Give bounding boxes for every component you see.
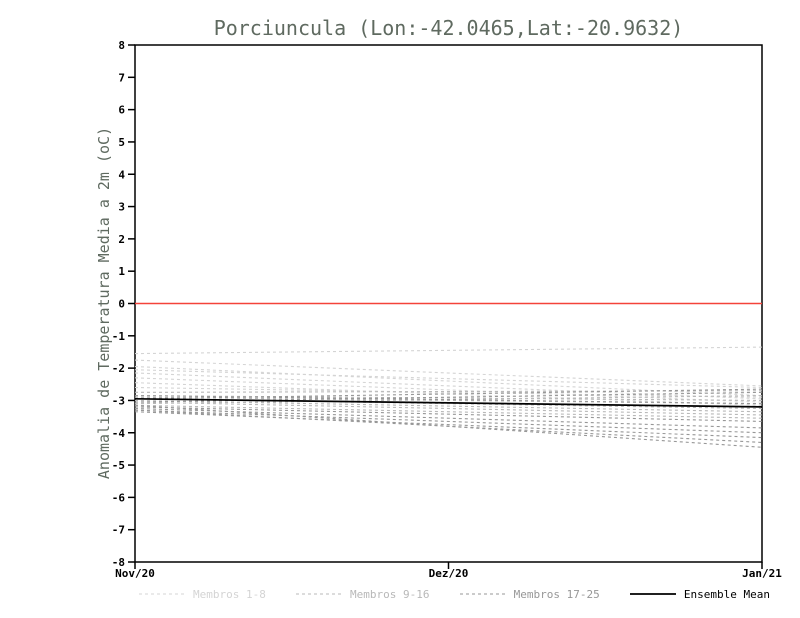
y-tick-label: 3 [118, 201, 125, 214]
legend-item: Membros 9-16 [295, 587, 430, 601]
ensemble-member-line [134, 411, 763, 439]
y-tick-label: -6 [112, 491, 126, 504]
legend-label: Ensemble Mean [683, 587, 770, 601]
y-tick-label: 4 [118, 168, 125, 181]
y-tick-label: 8 [118, 39, 125, 52]
legend-label: Membros 9-16 [350, 587, 430, 601]
ensemble-member-line [134, 386, 763, 398]
legend-label: Membros 17-25 [513, 587, 600, 601]
legend-line-sample [296, 593, 343, 595]
legend-item: Ensemble Mean [629, 588, 770, 601]
ensemble-member-line [134, 346, 763, 355]
ensemble-member-line [134, 404, 763, 448]
ensemble-member-line [134, 377, 763, 403]
y-tick-label: -1 [112, 330, 126, 343]
x-tick-label: Nov/20 [115, 567, 155, 580]
legend-item: Membros 17-25 [459, 588, 600, 601]
y-tick-label: 5 [118, 136, 125, 149]
y-tick-label: 1 [118, 265, 125, 278]
y-tick-label: -4 [112, 427, 126, 440]
chart-title: Porciuncula (Lon:-42.0465,Lat:-20.9632) [213, 16, 684, 40]
y-tick-label: 6 [118, 104, 125, 117]
legend-item: Membros 1-8 [138, 588, 266, 601]
legend-line-sample [139, 593, 185, 595]
y-tick-label: 7 [118, 71, 125, 84]
y-tick-label: 0 [118, 298, 125, 311]
legend-line-sample [459, 593, 506, 595]
ensemble-member-line [134, 406, 763, 422]
y-tick-label: -5 [112, 459, 125, 472]
y-tick-label: -8 [112, 556, 125, 569]
ensemble-member-line [134, 359, 763, 387]
y-tick-label: -3 [112, 394, 125, 407]
ensemble-member-line [134, 409, 763, 434]
ensemble-member-line [134, 404, 763, 419]
y-tick-label: 2 [118, 233, 125, 246]
x-tick-label: Jan/21 [742, 567, 782, 580]
y-tick-label: -2 [112, 362, 125, 375]
legend-label: Membros 1-8 [193, 587, 266, 601]
y-tick-label: -7 [112, 524, 125, 537]
ensemble-member-line [134, 395, 763, 405]
ensemble-member-line [134, 401, 763, 416]
legend: Membros 1-8 Membros 9-16 Membros 17-25 Ense… [138, 586, 770, 602]
ensemble-mean-line [134, 397, 763, 408]
x-tick-label: Dez/20 [429, 567, 469, 580]
legend-line-sample [629, 593, 676, 595]
ensemble-member-line [134, 369, 763, 389]
ensemble-member-line [134, 372, 763, 400]
